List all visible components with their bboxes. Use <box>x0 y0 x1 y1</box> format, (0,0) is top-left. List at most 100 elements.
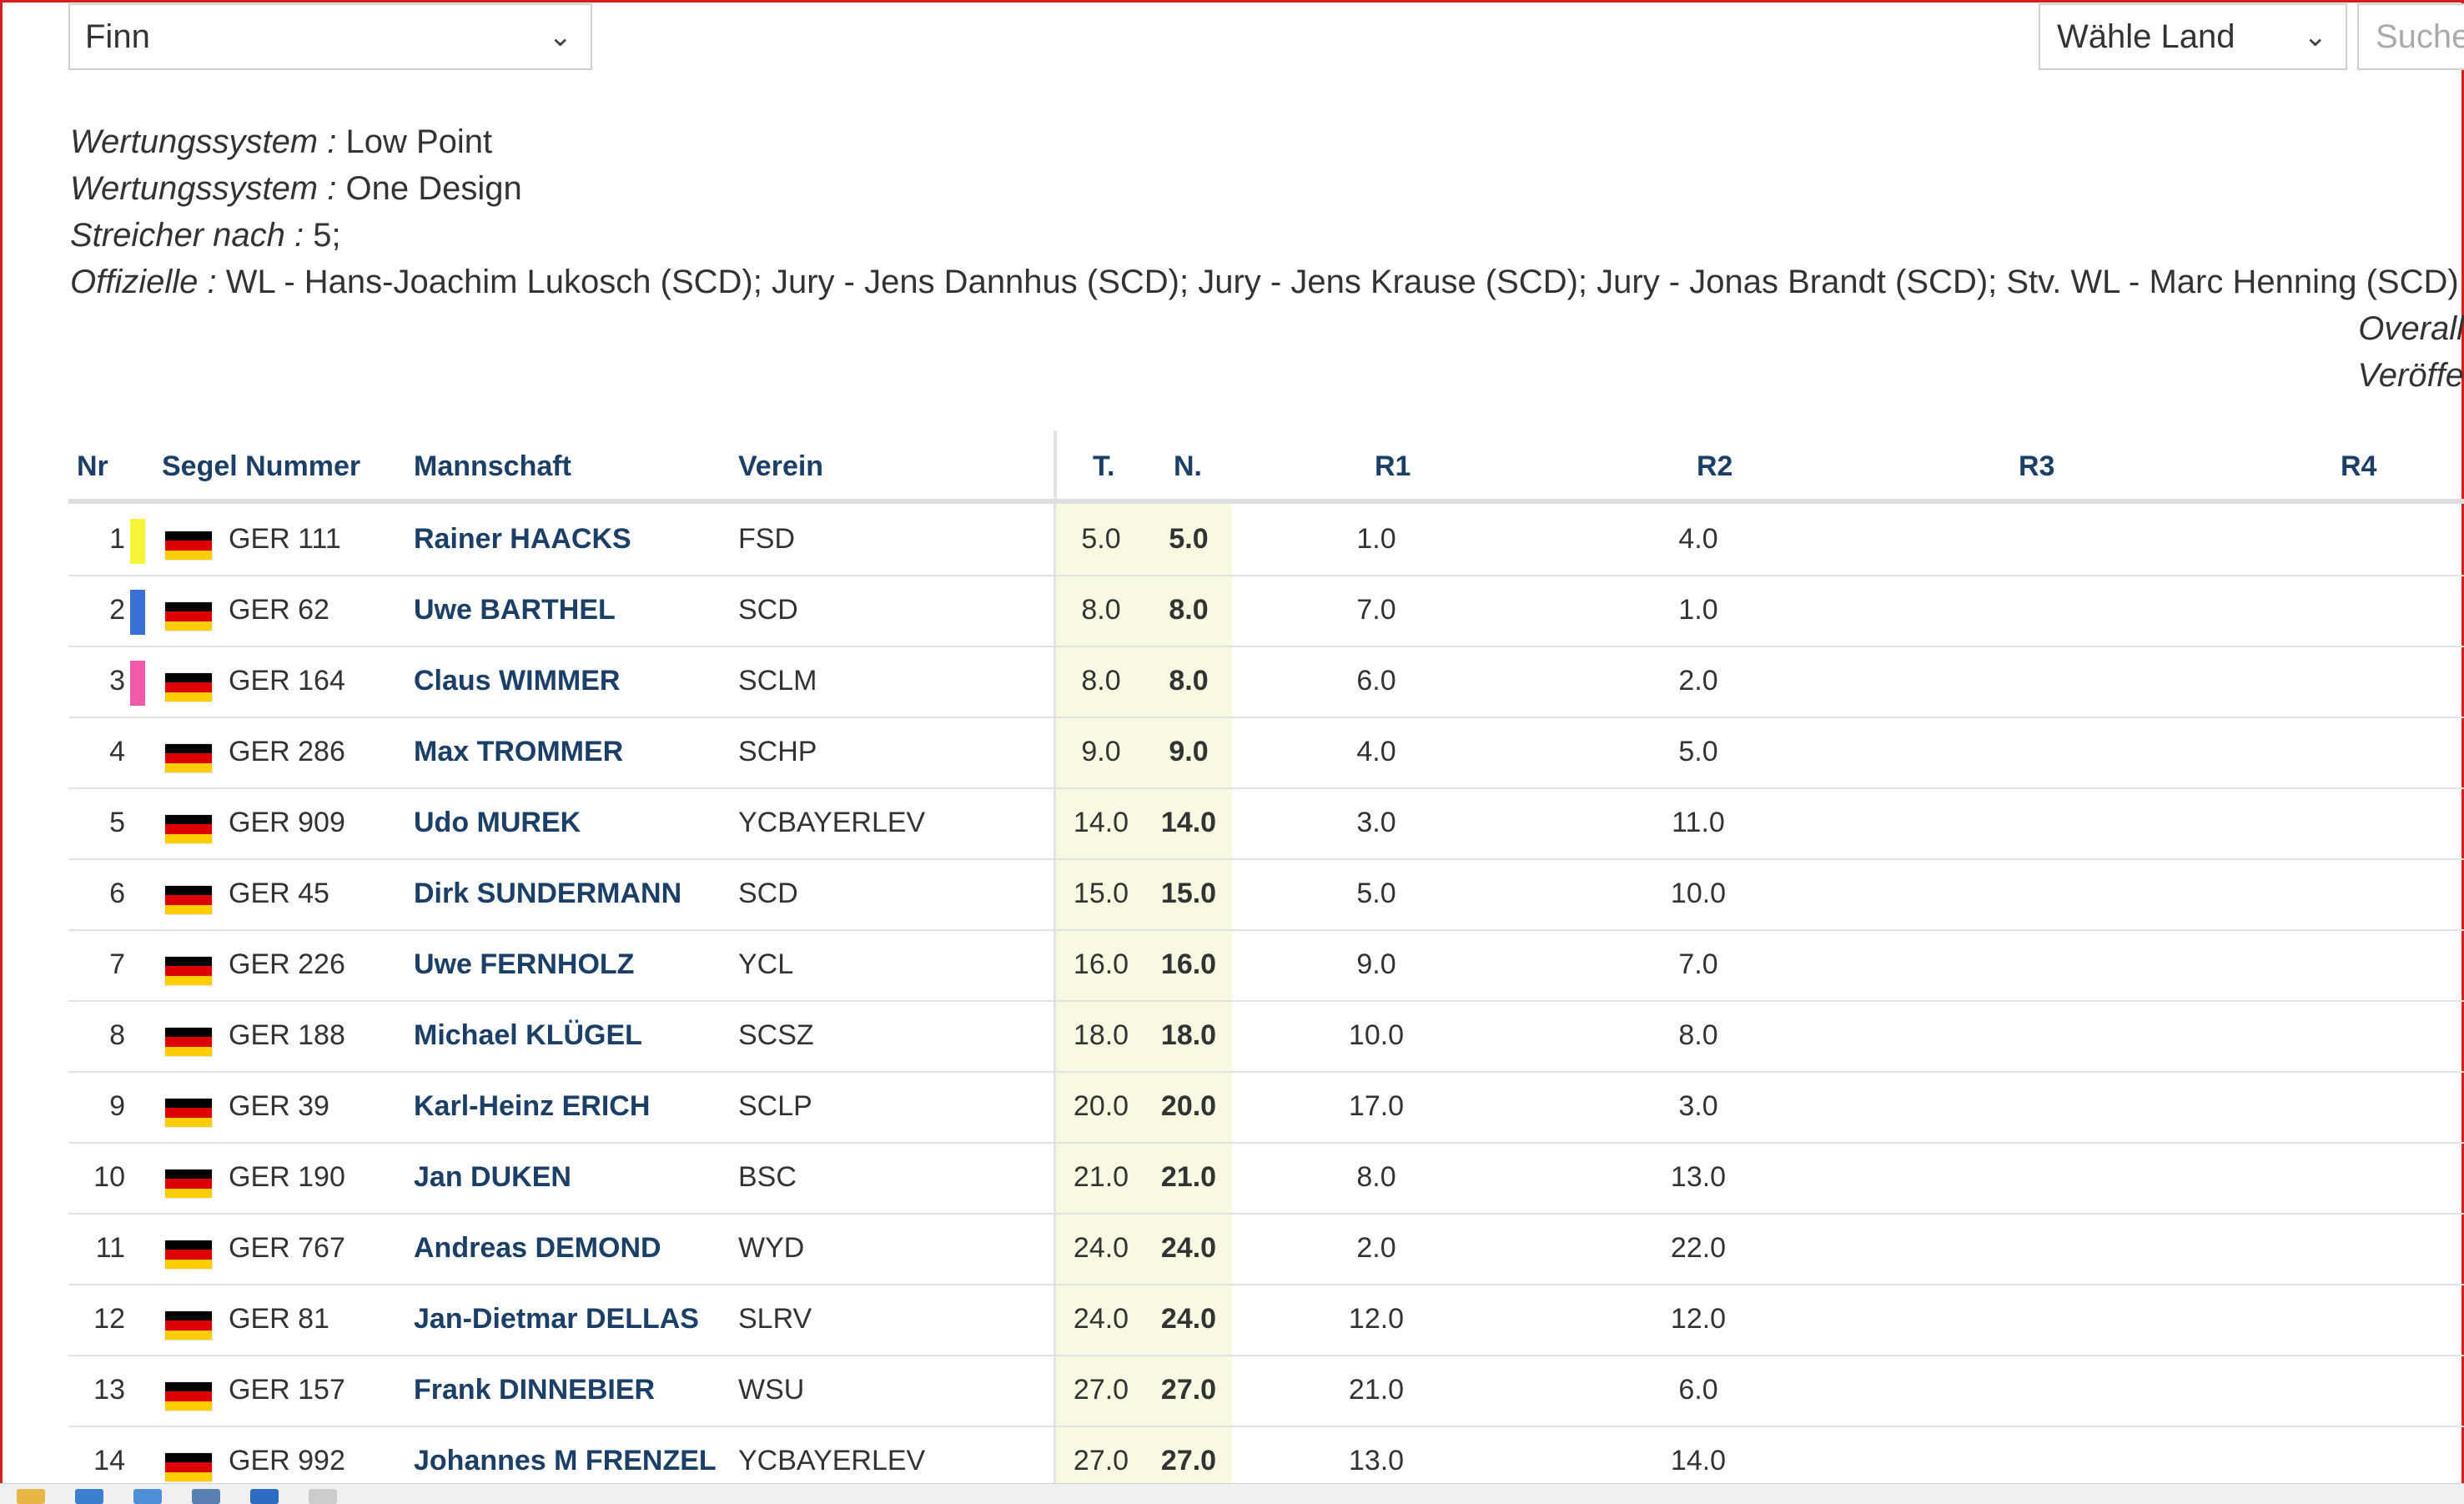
table-row[interactable]: 1 GER 111 Rainer HAACKS FSD 5.0 5.0 1.0 4.0 <box>68 504 2464 576</box>
club: WSU <box>738 1374 805 1406</box>
race-1-score: 8.0 <box>1356 1161 1396 1193</box>
club: SCHP <box>738 736 817 767</box>
race-1-score: 2.0 <box>1356 1232 1396 1264</box>
net-points: 16.0 <box>1160 948 1217 980</box>
table-row[interactable]: 4 GER 286 Max TROMMER SCHP 9.0 9.0 4.0 5.0 <box>68 717 2464 789</box>
team-name-link[interactable]: Uwe BARTHEL <box>414 594 616 626</box>
rank-marker <box>130 802 145 848</box>
team-name-link[interactable]: Frank DINNEBIER <box>414 1374 656 1406</box>
race-1-score: 21.0 <box>1348 1374 1405 1406</box>
rank: 9 <box>109 1090 125 1122</box>
sail-number: GER 188 <box>229 1019 345 1051</box>
app-icon[interactable] <box>309 1489 337 1504</box>
net-points: 8.0 <box>1169 594 1209 626</box>
team-name-link[interactable]: Uwe FERNHOLZ <box>414 948 635 980</box>
team-name-link[interactable]: Jan-Dietmar DELLAS <box>414 1303 699 1335</box>
header-team[interactable]: Mannschaft <box>414 450 571 482</box>
header-sail-number[interactable]: Segel Nummer <box>162 450 361 482</box>
table-row[interactable]: 7 GER 226 Uwe FERNHOLZ YCL 16.0 16.0 9.0 7.0 <box>68 929 2464 1002</box>
race-2-score: 11.0 <box>1672 807 1725 838</box>
rank: 7 <box>109 948 125 980</box>
race-2-score: 4.0 <box>1678 523 1718 555</box>
team-name-link[interactable]: Dirk SUNDERMANN <box>414 878 682 909</box>
net-points: 20.0 <box>1160 1090 1217 1122</box>
germany-flag-icon <box>165 531 212 560</box>
app-icon[interactable] <box>192 1489 220 1504</box>
team-name-link[interactable]: Michael KLÜGEL <box>414 1019 642 1051</box>
table-row[interactable]: 6 GER 45 Dirk SUNDERMANN SCD 15.0 15.0 5.0 10.0 <box>68 858 2464 931</box>
table-row[interactable]: 8 GER 188 Michael KLÜGEL SCSZ 18.0 18.0 10.0 8.… <box>68 1000 2464 1073</box>
country-value: Wähle Land <box>2057 18 2235 55</box>
rank: 12 <box>93 1303 125 1335</box>
net-points: 21.0 <box>1160 1161 1217 1193</box>
team-name-link[interactable]: Andreas DEMOND <box>414 1232 661 1264</box>
rank-marker <box>130 661 145 706</box>
boat-class-value: Finn <box>85 18 150 55</box>
sail-number: GER 39 <box>229 1090 329 1122</box>
rank-marker <box>130 944 145 989</box>
total-points: 14.0 <box>1073 807 1129 838</box>
team-name-link[interactable]: Claus WIMMER <box>414 665 621 697</box>
germany-flag-icon <box>165 673 212 702</box>
info-label: Wertungssystem : <box>70 123 337 160</box>
race-2-score: 6.0 <box>1678 1374 1718 1406</box>
table-row[interactable]: 11 GER 767 Andreas DEMOND WYD 24.0 24.0 2.0 22.… <box>68 1213 2464 1285</box>
header-nr[interactable]: Nr <box>77 450 108 482</box>
taskbar <box>0 1483 2464 1504</box>
germany-flag-icon <box>165 815 212 843</box>
team-name-link[interactable]: Johannes M FRENZEL <box>414 1445 717 1476</box>
germany-flag-icon <box>165 886 212 914</box>
total-points: 5.0 <box>1081 523 1121 555</box>
header-r4[interactable]: R4 <box>2341 450 2377 482</box>
header-r3[interactable]: R3 <box>2019 450 2055 482</box>
country-select[interactable]: Wähle Land ⌄ <box>2039 3 2347 70</box>
header-r2[interactable]: R2 <box>1697 450 1733 482</box>
total-points: 24.0 <box>1073 1303 1129 1335</box>
total-points: 27.0 <box>1073 1374 1129 1406</box>
rank-marker <box>130 1015 145 1060</box>
overall-note: Overall <box>2358 310 2464 347</box>
club: SLRV <box>738 1303 812 1335</box>
table-row[interactable]: 2 GER 62 Uwe BARTHEL SCD 8.0 8.0 7.0 1.0 <box>68 575 2464 647</box>
team-name-link[interactable]: Rainer HAACKS <box>414 523 631 555</box>
table-row[interactable]: 3 GER 164 Claus WIMMER SCLM 8.0 8.0 6.0 2.0 <box>68 646 2464 718</box>
sail-number: GER 286 <box>229 736 345 767</box>
window-frame-right <box>2461 0 2464 1503</box>
team-name-link[interactable]: Karl-Heinz ERICH <box>414 1090 651 1122</box>
search-input[interactable] <box>2357 3 2464 70</box>
app-icon[interactable] <box>250 1489 279 1504</box>
table-row[interactable]: 12 GER 81 Jan-Dietmar DELLAS SLRV 24.0 24.0 12… <box>68 1284 2464 1356</box>
race-2-score: 13.0 <box>1670 1161 1727 1193</box>
discards-line: Streicher nach : 5; <box>70 217 341 254</box>
table-row[interactable]: 5 GER 909 Udo MUREK YCBAYERLEV 14.0 14.0 3.0 11… <box>68 787 2464 860</box>
table-row[interactable]: 13 GER 157 Frank DINNEBIER WSU 27.0 27.0 21.0 6… <box>68 1355 2464 1427</box>
header-r1[interactable]: R1 <box>1375 450 1411 482</box>
score-column-border <box>1053 504 1056 1493</box>
club: SCD <box>738 594 798 626</box>
rank: 14 <box>93 1445 125 1476</box>
race-1-score: 13.0 <box>1348 1445 1405 1476</box>
germany-flag-icon <box>165 1311 212 1340</box>
header-total[interactable]: T. <box>1093 450 1115 482</box>
info-label: Offizielle : <box>70 264 217 300</box>
chevron-down-icon: ⌄ <box>548 21 573 53</box>
boat-class-select[interactable]: Finn ⌄ <box>68 3 592 70</box>
scoring-system-line: Wertungssystem : One Design <box>70 170 522 208</box>
table-row[interactable]: 10 GER 190 Jan DUKEN BSC 21.0 21.0 8.0 13.0 <box>68 1142 2464 1215</box>
race-2-score: 3.0 <box>1678 1090 1718 1122</box>
race-1-score: 10.0 <box>1348 1019 1405 1051</box>
table-row[interactable]: 9 GER 39 Karl-Heinz ERICH SCLP 20.0 20.0 17.0 3… <box>68 1071 2464 1144</box>
header-club[interactable]: Verein <box>738 450 824 482</box>
germany-flag-icon <box>165 957 212 985</box>
germany-flag-icon <box>165 1169 212 1198</box>
team-name-link[interactable]: Max TROMMER <box>414 736 624 767</box>
team-name-link[interactable]: Udo MUREK <box>414 807 581 838</box>
header-net[interactable]: N. <box>1174 450 1202 482</box>
team-name-link[interactable]: Jan DUKEN <box>414 1161 571 1193</box>
app-icon[interactable] <box>133 1489 162 1504</box>
germany-flag-icon <box>165 602 212 631</box>
results-table-header: Nr Segel Nummer Mannschaft Verein T. N. … <box>68 434 2464 499</box>
app-icon[interactable] <box>75 1489 103 1504</box>
race-1-score: 9.0 <box>1356 948 1396 980</box>
folder-icon[interactable] <box>17 1489 45 1504</box>
